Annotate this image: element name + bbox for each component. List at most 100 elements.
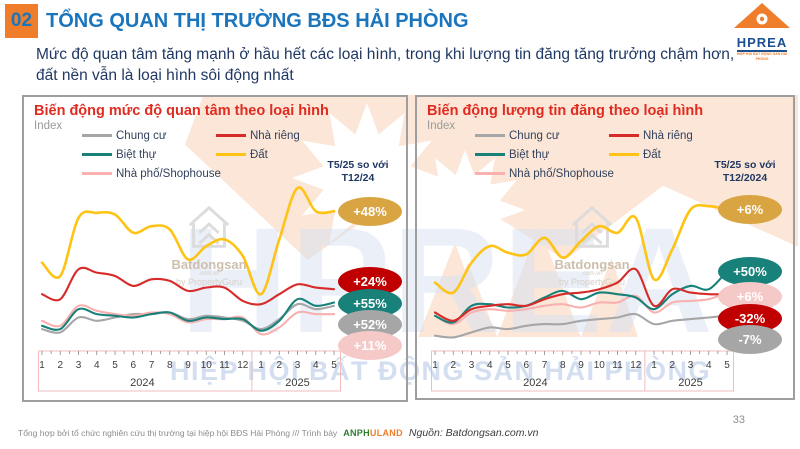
legend-item: Đất (215, 147, 367, 162)
watermark-brand: Batdongsan (171, 257, 247, 272)
y-axis-label: Index (34, 120, 63, 132)
x-axis-box (38, 350, 341, 392)
x-tick-label: 12 (630, 360, 642, 371)
x-tick-label: 6 (130, 360, 136, 371)
legend-swatch (82, 134, 112, 137)
x-tick-label: 3 (76, 360, 82, 371)
legend-swatch (475, 134, 505, 137)
x-tick-label: 2 (669, 360, 675, 371)
x-tick-label: 4 (313, 360, 319, 371)
anphland-logo-green: ANPH (343, 428, 370, 438)
x-tick-label: 8 (167, 360, 173, 371)
series-line (433, 269, 729, 324)
change-badge: +50% (718, 257, 782, 286)
legend-swatch (215, 134, 246, 137)
chart-title: Biến động mức độ quan tâm theo loại hình (34, 103, 329, 119)
chart-panel-interest: Biến động mức độ quan tâm theo loại hình… (22, 95, 408, 402)
series-line (433, 312, 729, 339)
anphland-logo-orange: LAND (376, 428, 403, 438)
x-tick-label: 7 (149, 360, 155, 371)
x-tick-label: 3 (688, 360, 694, 371)
chart-legend: Chung cư Nhà riêng Biệt thự Đất Nhà phố/Shop… (475, 128, 760, 181)
legend-label: Nhà phố/Shophouse (116, 167, 221, 180)
x-tick-label: 1 (258, 360, 264, 371)
chart-panel-listings: Biến động lượng tin đăng theo loại hình … (415, 95, 795, 400)
x-tick-label: 1 (432, 360, 438, 371)
watermark-brand: Batdongsan (554, 257, 630, 272)
legend-label: Chung cư (509, 129, 560, 142)
x-tick-label: 2 (57, 360, 63, 371)
x-tick-label: 2 (276, 360, 282, 371)
change-badge: -7% (718, 325, 782, 354)
legend-label: Đất (249, 148, 268, 161)
hprea-roof-icon (734, 3, 790, 28)
x-tick-label: 9 (185, 360, 191, 371)
x-tick-label: 3 (295, 360, 301, 371)
watermark-domain: .com.vn (581, 271, 603, 277)
series-line (40, 304, 336, 336)
x-tick-label: 4 (706, 360, 712, 371)
change-badge: +48% (338, 197, 402, 226)
y-axis-label: Index (427, 120, 456, 132)
change-badge: +6% (718, 282, 782, 311)
watermark-domain: .com.vn (198, 271, 220, 277)
x-tick-label: 11 (219, 360, 230, 371)
series-line (40, 266, 336, 306)
change-badge: +11% (338, 331, 402, 360)
page-title: TỔNG QUAN THỊ TRƯỜNG BĐS HẢI PHÒNG (46, 10, 469, 32)
legend-item: Nhà phố/Shophouse (82, 166, 221, 181)
legend-swatch (475, 172, 505, 175)
legend-item: Nhà phố/Shophouse (475, 166, 614, 181)
footer-credit: Tổng hợp bởi tổ chức nghiên cứu thị trườ… (18, 428, 338, 438)
legend-item: Chung cư (82, 128, 216, 143)
watermark-by: by PropertyGuru (558, 277, 626, 287)
legend-label: Chung cư (116, 129, 167, 142)
legend-swatch (608, 153, 639, 156)
source-label: Nguồn: Batdongsan.com.vn (408, 427, 539, 439)
legend-swatch (608, 134, 639, 137)
comparison-label: T5/25 so với T12/2024 (714, 159, 776, 184)
slide-subtitle: Mức độ quan tâm tăng mạnh ở hầu hết các … (36, 46, 735, 84)
anphland-logo-u: U (369, 428, 377, 438)
anphland-logo: ANPHULAND (343, 428, 403, 438)
x-tick-label: 5 (331, 360, 337, 371)
hprea-logo-text: HPREA (736, 35, 788, 52)
x-tick-label: 4 (487, 360, 493, 371)
hprea-logo-subtext: HIỆP HỘI BẤT ĐỘNG SẢN HẢI PHÒNG (736, 52, 788, 61)
x-tick-label: 1 (651, 360, 657, 371)
chart-title: Biến động lượng tin đăng theo loại hình (427, 103, 704, 119)
footer: Tổng hợp bởi tổ chức nghiên cứu thị trườ… (18, 427, 539, 439)
legend-item: Biệt thự (82, 147, 216, 162)
legend-swatch (215, 153, 246, 156)
x-tick-label: 5 (505, 360, 511, 371)
legend-swatch (82, 153, 112, 156)
comparison-label: T5/25 so với T12/24 (327, 159, 389, 184)
x-tick-label: 5 (724, 360, 730, 371)
series-line (40, 186, 336, 296)
slide-number-badge: 02 (5, 4, 38, 38)
legend-label: Đất (642, 148, 661, 161)
x-tick-label: 5 (112, 360, 118, 371)
series-line (433, 267, 729, 322)
legend-item: Nhà riêng (608, 128, 760, 143)
x-axis-box (431, 350, 734, 392)
x-tick-label: 2 (450, 360, 456, 371)
x-tick-label: 3 (469, 360, 475, 371)
legend-label: Nhà riêng (642, 129, 693, 142)
legend-swatch (475, 153, 505, 156)
series-line (40, 297, 336, 332)
watermark-by: by PropertyGuru (175, 277, 243, 287)
x-tick-label: 10 (201, 360, 213, 371)
x-tick-label: 7 (542, 360, 548, 371)
page-number: 33 (732, 414, 745, 426)
x-tick-label: 1 (39, 360, 45, 371)
x-tick-label: 6 (523, 360, 529, 371)
legend-label: Nhà phố/Shophouse (509, 167, 614, 180)
legend-label: Biệt thự (509, 148, 550, 161)
x-tick-label: 12 (237, 360, 249, 371)
x-group-label: 2024 (130, 377, 154, 389)
chart-legend: Chung cư Nhà riêng Biệt thự Đất Nhà phố/Shop… (82, 128, 367, 181)
series-line (433, 291, 729, 326)
x-tick-label: 11 (612, 360, 623, 371)
